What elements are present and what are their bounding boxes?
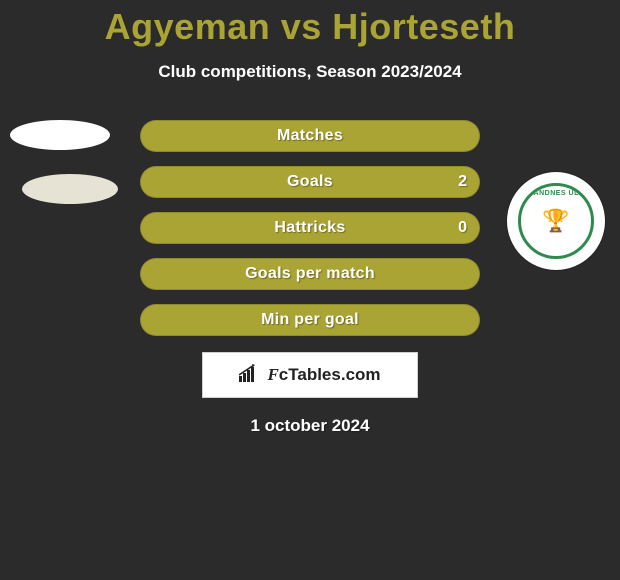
bar-hattricks: Hattricks 0 <box>140 212 480 244</box>
bar-value: 0 <box>458 219 467 237</box>
badge-outer-circle: SANDNES ULF 🏆 <box>507 172 605 270</box>
player1-mark <box>10 120 110 150</box>
bar-label: Goals <box>287 173 333 191</box>
badge-text: SANDNES ULF <box>528 190 583 197</box>
stat-bars: Matches Goals 2 Hattricks 0 Goals per ma… <box>140 120 480 336</box>
subtitle: Club competitions, Season 2023/2024 <box>0 62 620 82</box>
bar-goals: Goals 2 <box>140 166 480 198</box>
trophy-icon: 🏆 <box>542 208 569 234</box>
bar-label: Hattricks <box>274 219 345 237</box>
chart-icon <box>239 364 261 387</box>
player1-mark-shadow <box>22 174 118 204</box>
page-title: Agyeman vs Hjorteseth <box>0 0 620 48</box>
source-logo: FcTables.com <box>202 352 418 398</box>
bar-value: 2 <box>458 173 467 191</box>
badge-inner-circle: SANDNES ULF 🏆 <box>518 183 594 259</box>
bar-min-per-goal: Min per goal <box>140 304 480 336</box>
bar-label: Goals per match <box>245 265 375 283</box>
date: 1 october 2024 <box>0 416 620 436</box>
club-badge: SANDNES ULF 🏆 <box>507 172 605 270</box>
bar-goals-per-match: Goals per match <box>140 258 480 290</box>
bar-label: Matches <box>277 127 343 145</box>
bar-label: Min per goal <box>261 311 359 329</box>
bar-matches: Matches <box>140 120 480 152</box>
logo-text: FcTables.com <box>267 365 380 385</box>
left-player-marks <box>10 120 118 228</box>
